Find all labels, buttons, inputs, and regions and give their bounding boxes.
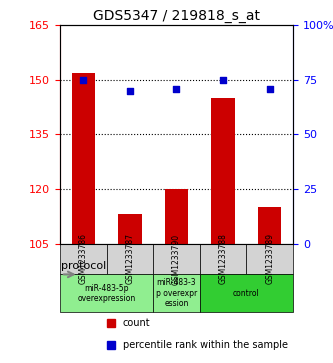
Bar xyxy=(165,189,188,244)
Point xyxy=(127,88,133,94)
Bar xyxy=(211,98,235,244)
Text: miR-483-3
p overexpr
ession: miR-483-3 p overexpr ession xyxy=(156,278,197,308)
FancyBboxPatch shape xyxy=(107,244,153,274)
Text: miR-483-5p
overexpression: miR-483-5p overexpression xyxy=(78,284,136,303)
FancyBboxPatch shape xyxy=(153,244,200,274)
Point xyxy=(174,86,179,91)
Text: GSM1233788: GSM1233788 xyxy=(218,233,228,285)
Text: GSM1233790: GSM1233790 xyxy=(172,233,181,285)
Text: control: control xyxy=(233,289,260,298)
Text: count: count xyxy=(123,318,151,328)
Point xyxy=(81,77,86,83)
Text: protocol: protocol xyxy=(61,261,106,271)
FancyBboxPatch shape xyxy=(200,274,293,312)
Text: GSM1233789: GSM1233789 xyxy=(265,233,274,285)
Bar xyxy=(258,207,281,244)
Point xyxy=(220,77,226,83)
Title: GDS5347 / 219818_s_at: GDS5347 / 219818_s_at xyxy=(93,9,260,23)
FancyBboxPatch shape xyxy=(60,274,153,312)
Bar xyxy=(118,215,142,244)
FancyBboxPatch shape xyxy=(60,244,107,274)
Text: percentile rank within the sample: percentile rank within the sample xyxy=(123,340,288,350)
Text: GSM1233786: GSM1233786 xyxy=(79,233,88,285)
Text: GSM1233787: GSM1233787 xyxy=(125,233,135,285)
FancyBboxPatch shape xyxy=(200,244,246,274)
FancyBboxPatch shape xyxy=(153,274,200,312)
FancyBboxPatch shape xyxy=(246,244,293,274)
Bar xyxy=(72,73,95,244)
Point xyxy=(267,86,272,91)
